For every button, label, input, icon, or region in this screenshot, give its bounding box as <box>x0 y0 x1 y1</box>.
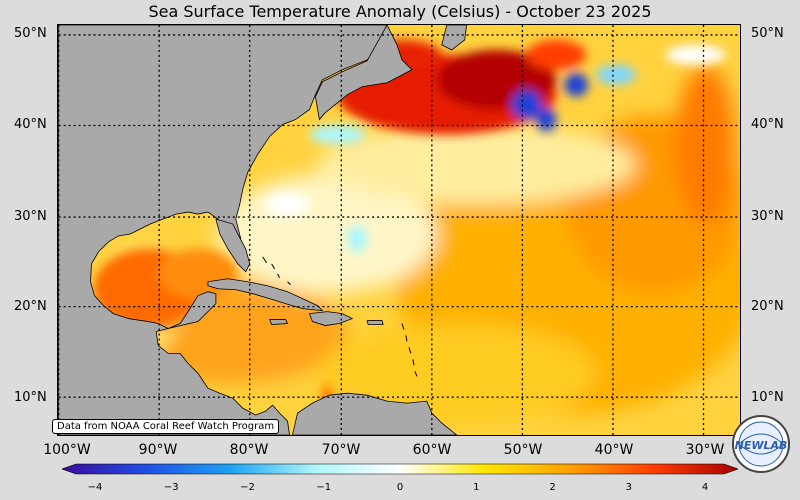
latitude-label-left: 50°N <box>14 26 47 41</box>
colorbar-tick-label: 1 <box>473 482 480 493</box>
latitude-label-right: 10°N <box>751 390 784 405</box>
colorbar-tick-label: 3 <box>625 482 632 493</box>
colorbar-tick-label: −2 <box>240 482 255 493</box>
latitude-label-right: 50°N <box>751 26 784 41</box>
maritimes-landmass <box>314 25 413 121</box>
florida-peninsula <box>215 218 251 273</box>
south-america-landmass <box>292 392 458 435</box>
longitude-label: 30°W <box>685 442 725 458</box>
longitude-label: 100°W <box>43 442 91 458</box>
land-masses <box>58 25 468 435</box>
colorbar-body <box>62 463 738 475</box>
graticule <box>58 25 740 435</box>
latitude-label-right: 40°N <box>751 117 784 132</box>
longitude-label: 80°W <box>229 442 269 458</box>
colorbar <box>62 463 738 475</box>
latitude-label-left: 30°N <box>14 209 47 224</box>
latitude-label-left: 40°N <box>14 117 47 132</box>
latitude-label-left: 20°N <box>14 299 47 314</box>
colorbar-tick-label: 4 <box>701 482 709 493</box>
latitude-label-right: 20°N <box>751 299 784 314</box>
colorbar-tick-label: 0 <box>396 482 404 493</box>
colorbar-tick-label: −3 <box>163 482 179 493</box>
small-islands <box>262 256 418 377</box>
sst-anomaly-map <box>57 24 741 436</box>
data-credit-label: Data from NOAA Coral Reef Watch Program <box>52 419 280 434</box>
map-title: Sea Surface Temperature Anomaly (Celsius… <box>148 2 652 21</box>
longitude-label: 70°W <box>321 442 361 458</box>
jamaica-island <box>269 319 289 325</box>
newlab-logo: NEWLAB <box>731 414 791 474</box>
logo-lettering: NEWLAB <box>735 439 788 452</box>
longitude-label: 90°W <box>138 442 178 458</box>
puerto-rico-island <box>366 320 384 325</box>
newfoundland-island <box>441 25 468 51</box>
colorbar-tick-label: 2 <box>549 482 556 493</box>
longitude-label: 60°W <box>412 442 452 458</box>
longitude-label: 50°W <box>503 442 543 458</box>
longitude-label: 40°W <box>594 442 634 458</box>
latitude-label-left: 10°N <box>14 390 47 405</box>
colorbar-tick-label: −1 <box>316 482 332 493</box>
latitude-label-right: 30°N <box>751 209 784 224</box>
colorbar-tick-label: −4 <box>87 482 103 493</box>
cuba-island <box>207 278 324 312</box>
